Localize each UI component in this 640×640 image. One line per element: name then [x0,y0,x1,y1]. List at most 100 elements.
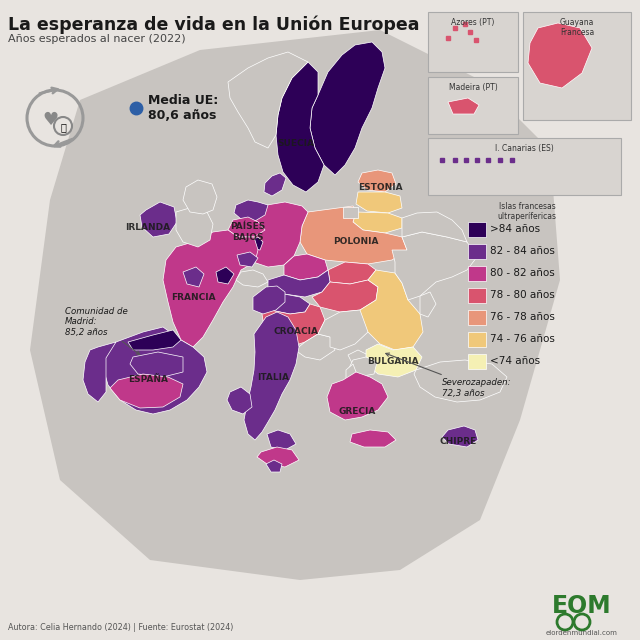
Polygon shape [257,447,299,467]
Text: ESTONIA: ESTONIA [358,184,403,193]
Text: Islas francesas
ultraperífericas: Islas francesas ultraperífericas [497,202,557,221]
Text: ESPAÑA: ESPAÑA [128,376,168,385]
Text: Madeira (PT): Madeira (PT) [449,83,497,92]
Text: I. Canarias (ES): I. Canarias (ES) [495,144,554,153]
Polygon shape [253,286,285,314]
Text: POLONIA: POLONIA [333,237,379,246]
Polygon shape [300,206,407,264]
Text: Severozapaden:
72,3 años: Severozapaden: 72,3 años [386,353,511,397]
Polygon shape [183,180,217,214]
Text: Media UE:
80,6 años: Media UE: 80,6 años [148,94,218,122]
Polygon shape [268,270,330,297]
Text: Azores (PT): Azores (PT) [451,18,495,27]
Polygon shape [140,202,177,237]
Polygon shape [402,212,467,242]
Polygon shape [346,364,358,387]
Text: ITALIA: ITALIA [257,372,289,381]
Text: BULGARIA: BULGARIA [367,358,419,367]
Polygon shape [237,202,308,267]
Polygon shape [268,294,310,314]
Polygon shape [264,173,286,196]
Polygon shape [358,170,396,192]
Text: 🕐: 🕐 [60,122,66,132]
Text: Comunidad de
Madrid:
85,2 años: Comunidad de Madrid: 85,2 años [65,307,140,355]
Polygon shape [392,232,477,300]
Polygon shape [163,230,258,347]
Polygon shape [130,352,183,377]
Text: CHIPRE: CHIPRE [440,438,477,447]
Polygon shape [312,280,378,312]
Polygon shape [318,310,370,350]
Polygon shape [356,192,402,213]
Text: ♥: ♥ [42,111,58,129]
Text: FRANCIA: FRANCIA [171,292,215,301]
Polygon shape [295,334,335,360]
Text: CROACIA: CROACIA [273,328,319,337]
Polygon shape [110,374,183,408]
Polygon shape [128,330,181,350]
Polygon shape [228,52,308,148]
Polygon shape [262,304,325,347]
Text: elordenmundial.com: elordenmundial.com [546,630,618,636]
Polygon shape [228,217,265,237]
Polygon shape [360,270,423,350]
Text: SUECIA: SUECIA [278,138,314,147]
Polygon shape [528,23,592,88]
Polygon shape [103,327,207,414]
Text: >84 años: >84 años [490,225,540,234]
Polygon shape [348,350,368,365]
Text: La esperanza de vida en la Unión Europea: La esperanza de vida en la Unión Europea [8,16,419,35]
Polygon shape [350,430,396,447]
Polygon shape [234,200,268,221]
Text: Autora: Celia Hernando (2024) | Fuente: Eurostat (2024): Autora: Celia Hernando (2024) | Fuente: … [8,623,234,632]
Polygon shape [30,30,560,580]
Text: 80 - 82 años: 80 - 82 años [490,269,555,278]
FancyBboxPatch shape [428,138,621,195]
Polygon shape [276,62,324,192]
FancyBboxPatch shape [468,244,486,259]
FancyBboxPatch shape [428,77,518,134]
Polygon shape [310,42,385,175]
Polygon shape [414,360,507,402]
Polygon shape [442,426,478,447]
FancyBboxPatch shape [468,222,486,237]
Polygon shape [284,254,328,280]
Text: GRECIA: GRECIA [339,408,376,417]
Text: IRLANDA: IRLANDA [125,223,171,232]
Polygon shape [348,357,377,377]
Polygon shape [227,387,252,414]
FancyBboxPatch shape [468,310,486,325]
Polygon shape [366,344,422,377]
Polygon shape [251,237,263,250]
Polygon shape [176,207,213,247]
FancyBboxPatch shape [468,354,486,369]
Polygon shape [216,267,234,284]
Text: Guayana
Francesa: Guayana Francesa [560,18,594,37]
Text: 74 - 76 años: 74 - 76 años [490,335,555,344]
Circle shape [54,117,72,135]
Polygon shape [448,98,479,114]
Polygon shape [353,212,402,233]
Polygon shape [183,267,204,287]
Polygon shape [420,292,436,317]
FancyArrowPatch shape [40,88,58,93]
Polygon shape [327,372,388,420]
Text: 78 - 80 años: 78 - 80 años [490,291,555,301]
Polygon shape [343,207,358,218]
Polygon shape [328,262,376,284]
FancyArrowPatch shape [54,139,72,147]
Text: <74 años: <74 años [490,356,540,367]
Text: 76 - 78 años: 76 - 78 años [490,312,555,323]
Polygon shape [266,460,282,472]
Polygon shape [267,430,296,450]
FancyBboxPatch shape [468,332,486,347]
Polygon shape [236,270,268,287]
Text: 82 - 84 años: 82 - 84 años [490,246,555,257]
Polygon shape [83,342,116,402]
FancyBboxPatch shape [428,12,518,72]
Text: Años esperados al nacer (2022): Años esperados al nacer (2022) [8,34,186,44]
Polygon shape [244,312,299,440]
FancyBboxPatch shape [523,12,631,120]
FancyBboxPatch shape [468,288,486,303]
Polygon shape [237,252,258,267]
